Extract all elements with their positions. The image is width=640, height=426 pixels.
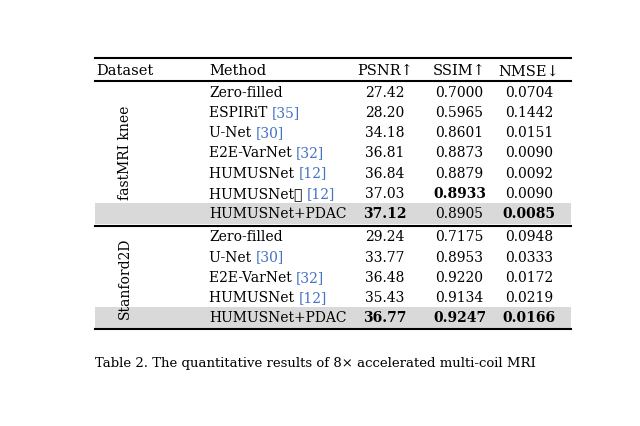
Text: 0.8879: 0.8879 [435, 166, 483, 180]
Text: [12]: [12] [298, 166, 326, 180]
Text: E2E-VarNet: E2E-VarNet [209, 146, 296, 160]
Text: 0.0704: 0.0704 [505, 85, 553, 99]
Text: U-Net: U-Net [209, 250, 255, 264]
Text: Zero-filled: Zero-filled [209, 230, 283, 244]
Text: 36.81: 36.81 [365, 146, 404, 160]
Text: 0.0219: 0.0219 [505, 291, 553, 305]
Text: 0.1442: 0.1442 [505, 106, 553, 120]
Text: 36.77: 36.77 [364, 311, 407, 325]
Text: 0.5965: 0.5965 [435, 106, 483, 120]
Text: HUMUSNet⋆: HUMUSNet⋆ [209, 187, 307, 200]
Text: 0.9134: 0.9134 [435, 291, 484, 305]
Text: [32]: [32] [296, 270, 324, 284]
Text: Table 2. The quantitative results of 8× accelerated multi-coil MRI: Table 2. The quantitative results of 8× … [95, 356, 536, 369]
Text: 0.0090: 0.0090 [505, 146, 553, 160]
Text: SSIM↑: SSIM↑ [433, 64, 486, 78]
Text: [35]: [35] [272, 106, 300, 120]
Text: [30]: [30] [255, 126, 284, 140]
Text: 36.84: 36.84 [365, 166, 404, 180]
Text: PSNR↑: PSNR↑ [357, 64, 413, 78]
Text: 0.0333: 0.0333 [505, 250, 553, 264]
Bar [95, 307, 571, 328]
Text: ESPIRiT: ESPIRiT [209, 106, 272, 120]
Text: 27.42: 27.42 [365, 85, 404, 99]
Text: 36.48: 36.48 [365, 270, 404, 284]
Bar [95, 203, 571, 224]
Text: 0.0948: 0.0948 [505, 230, 553, 244]
Text: NMSE↓: NMSE↓ [499, 64, 559, 78]
Text: [32]: [32] [296, 146, 324, 160]
Text: 28.20: 28.20 [365, 106, 404, 120]
Text: [12]: [12] [298, 291, 326, 305]
Text: 29.24: 29.24 [365, 230, 404, 244]
Text: 0.0085: 0.0085 [502, 207, 556, 221]
Text: HUMUSNet+PDAC: HUMUSNet+PDAC [209, 207, 346, 221]
Text: 0.8905: 0.8905 [435, 207, 483, 221]
Text: 34.18: 34.18 [365, 126, 404, 140]
Text: 0.0151: 0.0151 [505, 126, 553, 140]
Text: 0.9247: 0.9247 [433, 311, 486, 325]
Text: 37.03: 37.03 [365, 187, 404, 200]
Text: Dataset: Dataset [96, 64, 153, 78]
Text: [30]: [30] [255, 250, 284, 264]
Text: 0.8933: 0.8933 [433, 187, 486, 200]
Text: 0.0172: 0.0172 [505, 270, 553, 284]
Text: Stanford2D: Stanford2D [118, 236, 132, 318]
Text: U-Net: U-Net [209, 126, 255, 140]
Text: 0.8873: 0.8873 [435, 146, 483, 160]
Text: HUMUSNet: HUMUSNet [209, 166, 298, 180]
Text: 0.7000: 0.7000 [435, 85, 483, 99]
Text: HUMUSNet: HUMUSNet [209, 291, 298, 305]
Text: Method: Method [209, 64, 266, 78]
Text: 0.7175: 0.7175 [435, 230, 484, 244]
Text: 35.43: 35.43 [365, 291, 404, 305]
Text: 0.0092: 0.0092 [505, 166, 553, 180]
Text: HUMUSNet+PDAC: HUMUSNet+PDAC [209, 311, 346, 325]
Text: 0.8953: 0.8953 [435, 250, 483, 264]
Text: [12]: [12] [307, 187, 335, 200]
Text: 0.8601: 0.8601 [435, 126, 483, 140]
Text: 0.0090: 0.0090 [505, 187, 553, 200]
Text: Zero-filled: Zero-filled [209, 85, 283, 99]
Text: 37.12: 37.12 [364, 207, 407, 221]
Text: 33.77: 33.77 [365, 250, 404, 264]
Text: E2E-VarNet: E2E-VarNet [209, 270, 296, 284]
Text: 0.9220: 0.9220 [435, 270, 483, 284]
Text: 0.0166: 0.0166 [502, 311, 556, 325]
Text: fastMRI knee: fastMRI knee [118, 106, 132, 200]
